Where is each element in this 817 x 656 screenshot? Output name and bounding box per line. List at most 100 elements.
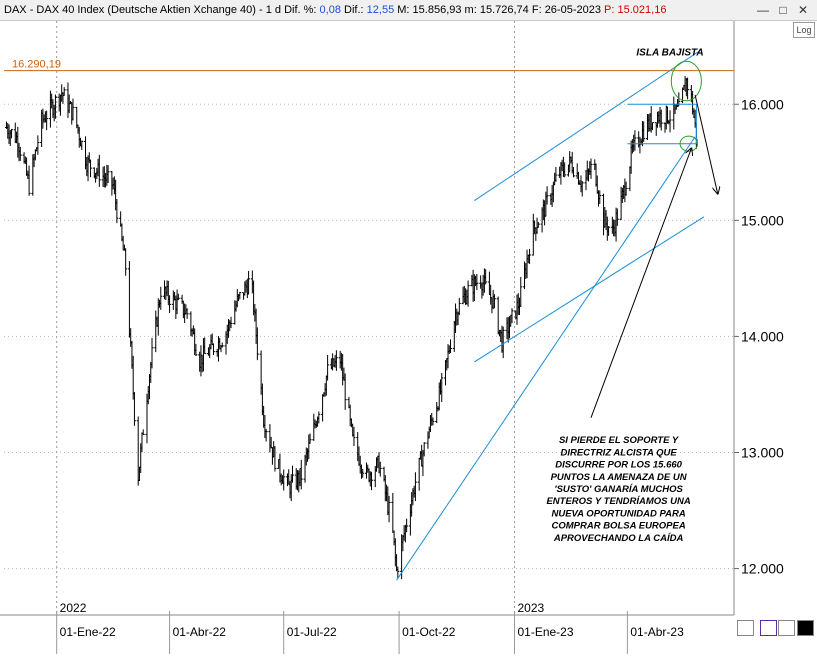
log-scale-button[interactable]: Log — [793, 22, 815, 38]
price-bar — [475, 274, 479, 291]
minimize-button[interactable]: — — [757, 3, 769, 17]
price-bar — [326, 354, 330, 381]
price-bar — [27, 165, 31, 196]
price-bar — [510, 308, 514, 324]
trendline — [474, 216, 705, 363]
price-bar — [247, 270, 251, 295]
price-bar — [396, 566, 400, 579]
year-label: 2022 — [60, 601, 87, 615]
price-bar — [417, 457, 421, 491]
price-bar — [352, 426, 356, 447]
price-bar — [457, 297, 461, 316]
price-bar — [106, 165, 110, 184]
price-bar — [168, 295, 172, 313]
annotation-text-line: DISCURRE POR LOS 15.660 — [555, 460, 682, 471]
price-bar — [141, 429, 145, 435]
dif-label: Dif.: — [344, 4, 364, 16]
price-bar — [642, 121, 646, 142]
price-bar — [282, 469, 286, 491]
y-tick-label: 12.000 — [741, 561, 784, 577]
chart-header: DAX - DAX 40 Index (Deutsche Aktien Xcha… — [4, 4, 666, 16]
price-chart: 12.000 13.000 14.000 15.000 16.000 01-Ene-22 0… — [0, 21, 784, 654]
price-bar — [615, 208, 619, 226]
price-bar — [211, 343, 215, 355]
price-bar — [127, 261, 131, 338]
y-tick-label: 16.000 — [741, 96, 784, 112]
price-bar — [536, 221, 540, 228]
price-bar — [659, 109, 663, 131]
price-bar — [264, 429, 268, 442]
price-bar — [405, 518, 409, 533]
price-bar — [10, 128, 14, 139]
price-bar — [496, 296, 500, 335]
price-bar — [220, 342, 224, 348]
year-label: 2023 — [517, 601, 544, 615]
dif-value: 12,55 — [366, 4, 395, 16]
price-bar — [321, 394, 325, 422]
annotation-text-line: DIRECTRIZ ALCISTA QUE — [560, 447, 677, 458]
save-icon[interactable] — [760, 620, 777, 636]
price-bar — [115, 198, 119, 224]
price-bar — [132, 391, 136, 426]
edit-icon[interactable] — [778, 620, 795, 636]
y-tick-label: 13.000 — [741, 444, 784, 460]
price-bar — [598, 190, 602, 204]
price-bar — [370, 471, 374, 491]
price-bar — [229, 316, 233, 329]
price-bar — [361, 469, 365, 478]
price-bar — [203, 337, 207, 355]
color-icon[interactable] — [797, 620, 814, 636]
date-value: 26-05-2023 — [544, 4, 601, 16]
annotation-text-line: PUNTOS LA AMENAZA DE UN — [551, 472, 688, 483]
min-label: m: — [464, 4, 477, 16]
price-bar — [589, 158, 593, 179]
maximize-button[interactable]: □ — [779, 3, 787, 17]
price-bar — [194, 343, 198, 356]
price-bar — [18, 146, 22, 161]
annotation-text-line: COMPRAR BOLSA EUROPEA — [551, 521, 685, 532]
dif-pct-label: Dif. %: — [284, 4, 317, 16]
annotation-isla-bajista: ISLA BAJISTA — [636, 48, 703, 59]
y-tick-label: 15.000 — [741, 212, 784, 228]
period: - 1 d — [259, 4, 282, 16]
date-label: F: — [531, 4, 542, 16]
annotation-text-line: ENTEROS Y TENDRÍAMOS UNA — [546, 496, 690, 507]
price-bar — [431, 417, 435, 426]
price-bar — [255, 327, 259, 361]
resistance-label: 16.290,19 — [12, 59, 61, 71]
symbol: DAX — [4, 4, 27, 16]
price-bar — [89, 159, 93, 178]
price-bar — [71, 98, 75, 121]
last-value: 15.021,16 — [617, 4, 667, 16]
price-bar — [317, 411, 321, 424]
price-bar — [519, 276, 523, 307]
price-bar — [650, 122, 654, 131]
price-bar — [273, 446, 277, 472]
annotation-arrow — [694, 94, 718, 194]
price-bar — [290, 465, 294, 483]
price-bar — [501, 326, 505, 359]
price-bar — [677, 92, 681, 107]
price-bar — [484, 269, 488, 285]
price-bar — [378, 461, 382, 477]
price-bar — [124, 248, 128, 276]
y-tick-label: 14.000 — [741, 328, 784, 344]
index-name: - DAX 40 Index (Deutsche Aktien Xchange … — [29, 4, 256, 16]
x-tick-label: 01-Ene-22 — [60, 625, 116, 639]
price-bar — [545, 186, 549, 205]
price-bar — [62, 87, 66, 97]
annotation-text-line: 'SUSTO' GANARÍA MUCHOS — [554, 484, 683, 495]
zoom-icon[interactable] — [737, 620, 754, 636]
price-bar — [492, 294, 496, 309]
price-bar — [413, 472, 417, 502]
x-tick-label: 01-Abr-22 — [173, 625, 227, 639]
max-label: M: — [397, 4, 410, 16]
price-bar — [624, 181, 628, 196]
price-bar — [238, 291, 242, 300]
price-bar — [308, 433, 312, 444]
close-button[interactable]: ✕ — [797, 3, 809, 17]
price-bar — [387, 495, 391, 523]
price-bar — [528, 248, 532, 264]
price-bar — [53, 94, 57, 119]
trendline — [396, 136, 696, 581]
